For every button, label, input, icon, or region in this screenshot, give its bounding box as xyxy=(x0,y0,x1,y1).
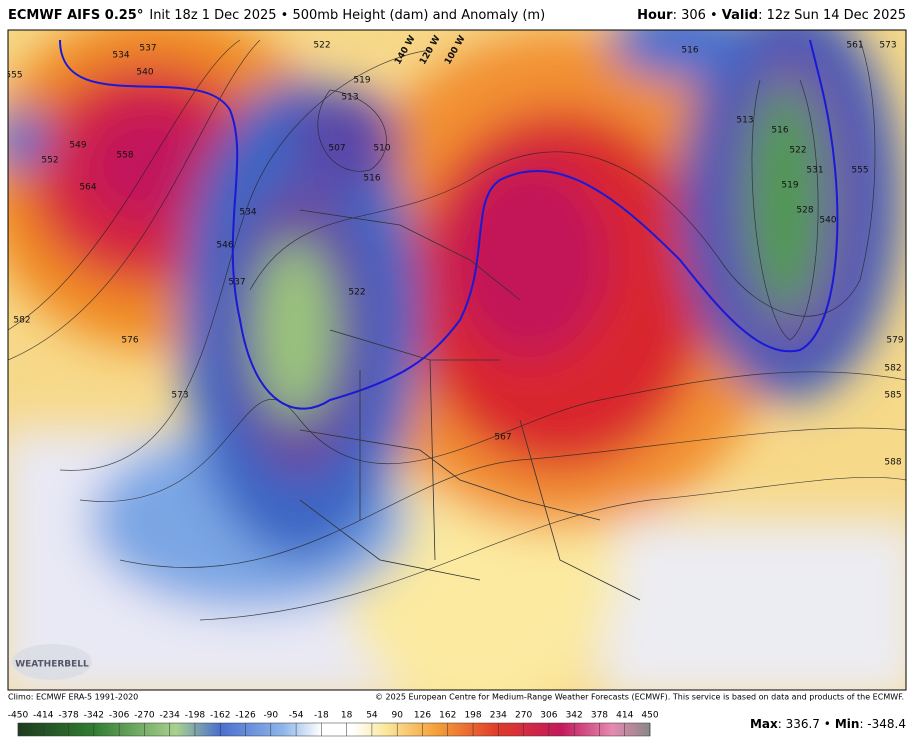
climo: Climo: ECMWF ERA-5 1991-2020 xyxy=(8,693,138,702)
colorbar-tick-label: -414 xyxy=(33,711,54,721)
contour-label: 576 xyxy=(121,336,138,346)
contour-label: 552 xyxy=(41,156,58,166)
header-right: Hour: 306 • Valid: 12z Sun 14 Dec 2025 xyxy=(637,8,906,23)
contour-label: 567 xyxy=(494,433,511,443)
copyright: © 2025 European Centre for Medium-Range … xyxy=(375,693,904,702)
contour-label: 537 xyxy=(139,44,156,54)
contour-label: 522 xyxy=(313,41,330,51)
contour-label: 549 xyxy=(69,141,86,151)
contour-label: 555 xyxy=(5,71,22,81)
colorbar-tick-label: -378 xyxy=(58,711,79,721)
contour-label: 510 xyxy=(373,144,390,154)
colorbar-tick-label: 90 xyxy=(391,711,403,721)
contour-label: 516 xyxy=(363,174,380,184)
colorbar-tick-label: -90 xyxy=(263,711,278,721)
contour-label: 522 xyxy=(348,288,365,298)
contour-label: 582 xyxy=(884,364,901,374)
colorbar-tick-label: 198 xyxy=(464,711,481,721)
hour-label: Hour xyxy=(637,8,673,23)
contour-label: 588 xyxy=(884,458,901,468)
contour-label: 531 xyxy=(806,166,823,176)
colorbar-tick-label: 414 xyxy=(616,711,633,721)
contour-label: 561 xyxy=(846,41,863,51)
colorbar-tick-label: -18 xyxy=(314,711,329,721)
contour-label: 513 xyxy=(341,93,358,103)
colorbar-tick-label: 450 xyxy=(641,711,658,721)
contour-label: 519 xyxy=(781,181,798,191)
colorbar-tick-label: -126 xyxy=(235,711,256,721)
min: : -348.4 xyxy=(859,717,906,731)
contour-label: 573 xyxy=(879,41,896,51)
colorbar xyxy=(17,722,651,737)
colorbar-tick-label: -54 xyxy=(289,711,304,721)
colorbar-tick-label: 162 xyxy=(439,711,456,721)
logo: WEATHERBELL xyxy=(15,660,89,670)
colorbar-tick-label: 54 xyxy=(366,711,378,721)
colorbar-tick-label: -234 xyxy=(159,711,180,721)
contour-label: 513 xyxy=(736,116,753,126)
colorbar-tick-label: 306 xyxy=(540,711,557,721)
colorbar-tick-label: -198 xyxy=(185,711,206,721)
contour-label: 519 xyxy=(353,76,370,86)
valid-label: Valid xyxy=(722,8,758,23)
borders xyxy=(299,209,641,601)
contours xyxy=(8,39,906,621)
contour-label: 582 xyxy=(13,316,30,326)
colorbar-tick-label: -342 xyxy=(84,711,104,721)
contour-label: 528 xyxy=(796,206,813,216)
max-label: Max xyxy=(750,717,778,731)
contour-label: 516 xyxy=(771,126,788,136)
contour-label: 516 xyxy=(681,46,698,56)
max-min: Max: 336.7 • Min: -348.4 xyxy=(750,717,906,731)
contour-label: 534 xyxy=(239,208,256,218)
colorbar-tick-label: 18 xyxy=(341,711,353,721)
subtitle: Init 18z 1 Dec 2025 • 500mb Height (dam)… xyxy=(149,8,545,23)
contour-label: 573 xyxy=(171,391,188,401)
header-left: ECMWF AIFS 0.25° Init 18z 1 Dec 2025 • 50… xyxy=(8,8,545,23)
model: ECMWF AIFS 0.25° xyxy=(8,8,143,23)
colorbar-tick-label: 270 xyxy=(515,711,532,721)
contour-label: 546 xyxy=(216,241,233,251)
contour-label: 585 xyxy=(884,391,901,401)
contour-label: 507 xyxy=(328,144,345,154)
colorbar-tick-label: -306 xyxy=(109,711,130,721)
contour-label: 564 xyxy=(79,183,96,193)
contour-label: 555 xyxy=(851,166,868,176)
hour: : 306 • xyxy=(673,8,718,23)
contour-label: 558 xyxy=(116,151,133,161)
contour-label: 537 xyxy=(228,278,245,288)
map: 555 552 549 558 564 534 537 540 546 537 534 582 576 5… xyxy=(5,30,906,690)
colorbar-tick-label: -270 xyxy=(134,711,155,721)
contour-label: 540 xyxy=(136,68,153,78)
contour-label: 534 xyxy=(112,51,129,61)
max: : 336.7 • xyxy=(778,717,831,731)
contour-label: 522 xyxy=(789,146,806,156)
min-label: Min xyxy=(835,717,860,731)
colorbar-tick-label: -450 xyxy=(8,711,29,721)
contour-label: 540 xyxy=(819,216,836,226)
colorbar-tick-label: 234 xyxy=(490,711,507,721)
contour-540 xyxy=(59,39,839,410)
contour-label: 579 xyxy=(886,336,903,346)
colorbar-tick-label: 126 xyxy=(414,711,431,721)
valid: : 12z Sun 14 Dec 2025 xyxy=(758,8,906,23)
colorbar-tick-label: -162 xyxy=(210,711,230,721)
colorbar-tick-label: 378 xyxy=(591,711,608,721)
colorbar-tick-label: 342 xyxy=(566,711,583,721)
